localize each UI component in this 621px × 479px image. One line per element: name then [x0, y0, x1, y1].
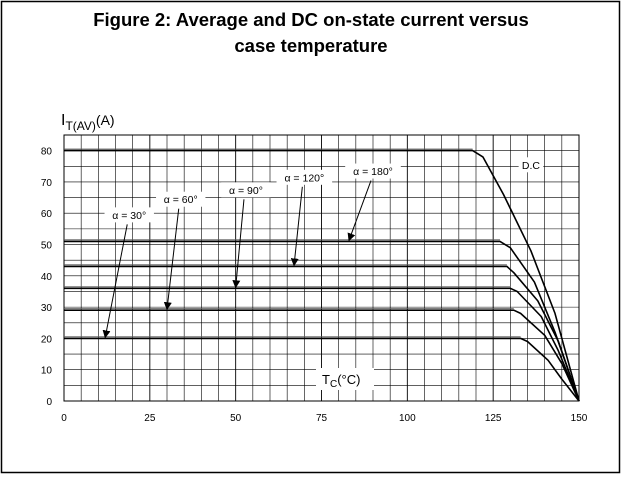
- y-tick-label: 70: [41, 178, 53, 189]
- series-line: [64, 265, 580, 402]
- plot-grid: [63, 134, 580, 402]
- x-tick-label: 150: [571, 413, 588, 424]
- axis-ticks: 0 25 50 75 100 125 150 0 10 20 30 40 50 60 70 80: [41, 147, 588, 424]
- series-line: [64, 287, 580, 402]
- annotation-label: α = 180°: [353, 166, 393, 178]
- y-tick-label: 50: [41, 241, 53, 252]
- annotation-arrow: [290, 186, 303, 267]
- annotation-label-box: [221, 182, 271, 198]
- series-line: [64, 337, 580, 402]
- series-lines: [64, 148, 580, 402]
- annotation-arrow: [163, 208, 180, 311]
- annotation-label: α = 60°: [164, 194, 198, 206]
- annotations: D.C α = 180° α = 120° α = 90° α = 60° α = 30°: [102, 157, 544, 339]
- x-tick-label: 75: [316, 413, 328, 424]
- x-axis-label-unit: (°C): [337, 372, 360, 387]
- x-axis-label-sub: C: [330, 379, 337, 390]
- annotation-arrow: [102, 224, 128, 339]
- annotation-arrow: [347, 180, 372, 242]
- figure-title-line-2: case temperature: [234, 35, 387, 56]
- plot-frame: [63, 134, 580, 402]
- x-tick-label: 0: [61, 413, 67, 424]
- y-tick-label: 10: [41, 366, 53, 377]
- annotation-label: α = 120°: [284, 172, 324, 184]
- x-axis-label-group: TC(°C): [316, 368, 374, 390]
- figure-title-line-1: Figure 2: Average and DC on-state curren…: [93, 9, 529, 30]
- annotation-label-box: [518, 157, 544, 173]
- annotation-arrow: [232, 199, 245, 289]
- x-tick-label: 25: [144, 413, 156, 424]
- annotation-label: α = 90°: [229, 185, 263, 197]
- x-axis-label: TC(°C): [322, 372, 360, 390]
- y-tick-label: 20: [41, 334, 53, 345]
- y-tick-label: 60: [41, 209, 53, 220]
- y-axis-label-main: I: [61, 112, 65, 129]
- annotation-label-box: [345, 163, 401, 179]
- x-axis-label-box: [316, 368, 374, 390]
- x-axis-label-main: T: [322, 372, 330, 387]
- series-line: [64, 309, 580, 402]
- x-tick-label: 125: [485, 413, 502, 424]
- x-tick-label: 50: [230, 413, 242, 424]
- y-tick-label: 40: [41, 272, 53, 283]
- annotation-label-box: [276, 169, 333, 185]
- y-axis-label-unit: (A): [96, 112, 115, 128]
- y-tick-label: 30: [41, 303, 53, 314]
- series-line: [64, 149, 580, 402]
- annotation-label-box: [104, 207, 154, 223]
- y-tick-label: 80: [41, 147, 53, 158]
- x-tick-label: 100: [399, 413, 416, 424]
- annotation-label-box: [156, 191, 206, 207]
- annotation-label: α = 30°: [112, 210, 146, 222]
- annotation-label: D.C: [522, 160, 541, 172]
- y-axis-label: IT(AV)(A): [61, 112, 115, 133]
- y-axis-label-sub: T(AV): [65, 119, 95, 133]
- y-tick-label: 0: [46, 397, 52, 408]
